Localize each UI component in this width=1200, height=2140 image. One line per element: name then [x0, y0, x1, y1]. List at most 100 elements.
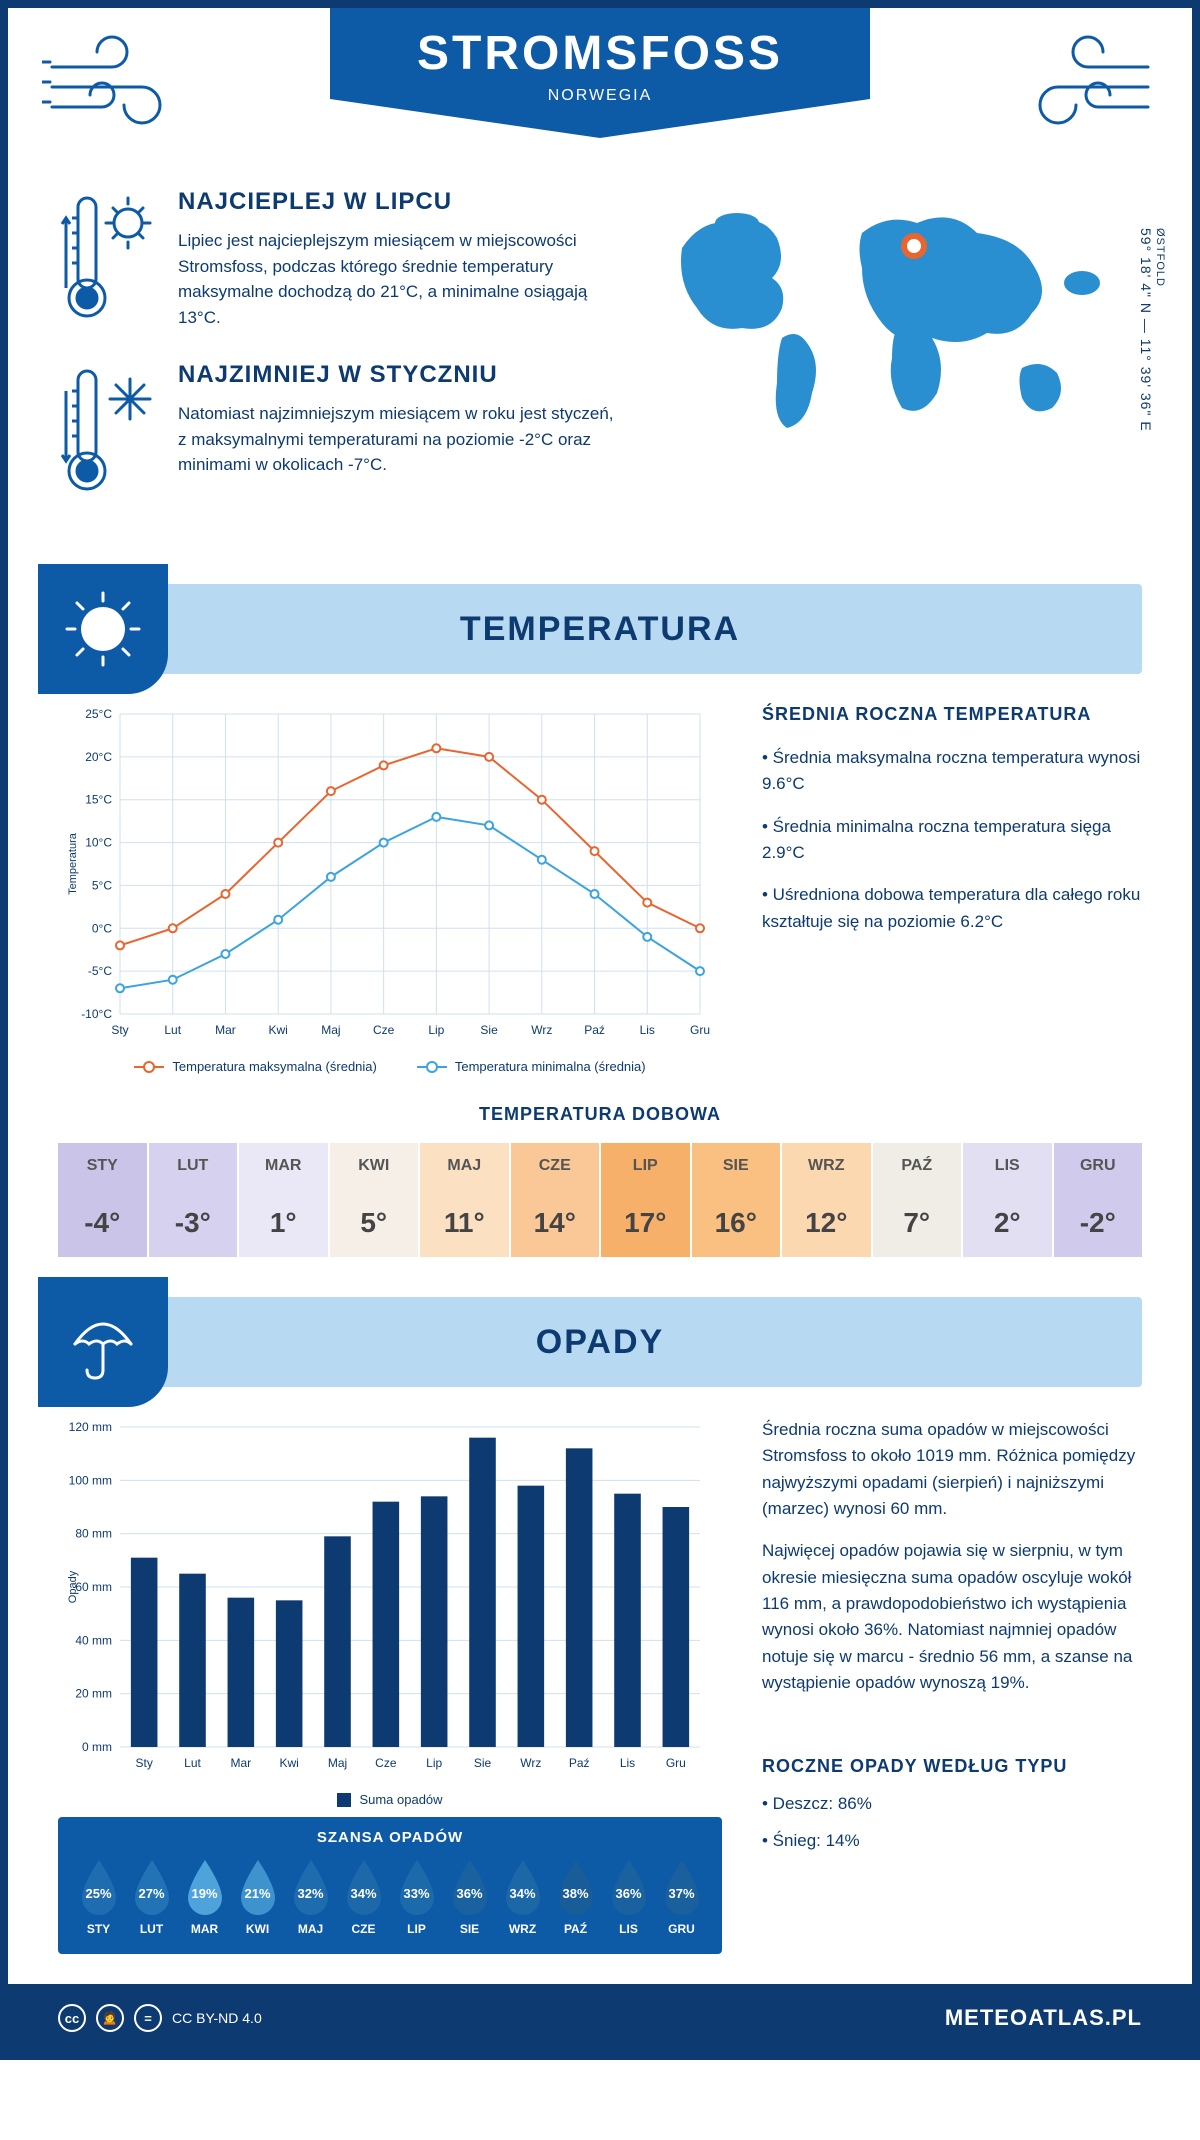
svg-text:Paź: Paź: [569, 1756, 590, 1770]
precip-legend: Suma opadów: [58, 1792, 722, 1807]
svg-text:10°C: 10°C: [85, 836, 112, 850]
svg-text:40 mm: 40 mm: [75, 1633, 112, 1647]
map-column: ØSTFOLD 59° 18' 4" N — 11° 39' 36" E: [662, 188, 1142, 534]
svg-text:20°C: 20°C: [85, 750, 112, 764]
temp-info-p2: • Średnia minimalna roczna temperatura s…: [762, 814, 1142, 867]
bar-chart: 0 mm20 mm40 mm60 mm80 mm100 mm120 mmStyL…: [58, 1417, 722, 1777]
legend-max: .legend-item:nth-child(1) .legend-sw::af…: [134, 1059, 376, 1074]
rain-drop-item: 38%PAŹ: [549, 1856, 602, 1936]
svg-text:0°C: 0°C: [92, 921, 112, 935]
header: STROMSFOSS NORWEGIA: [8, 8, 1192, 188]
svg-text:60 mm: 60 mm: [75, 1580, 112, 1594]
precip-info: Średnia roczna suma opadów w miejscowośc…: [762, 1417, 1142, 1954]
svg-text:Lis: Lis: [640, 1023, 655, 1037]
svg-text:Lip: Lip: [426, 1756, 442, 1770]
coordinates: ØSTFOLD 59° 18' 4" N — 11° 39' 36" E: [1138, 228, 1166, 432]
svg-text:25°C: 25°C: [85, 707, 112, 721]
temp-cell: LUT-3°: [149, 1143, 240, 1257]
coldest-desc: Natomiast najzimniejszym miesiącem w rok…: [178, 401, 622, 478]
intro-section: NAJCIEPLEJ W LIPCU Lipiec jest najcieple…: [8, 188, 1192, 564]
precip-types-title: ROCZNE OPADY WEDŁUG TYPU: [762, 1756, 1142, 1777]
temp-content: -10°C -5°C 0°C 5°C 10°C 15°C 20°C 25°C Sty Lut Mar…: [8, 704, 1192, 1074]
svg-text:Mar: Mar: [230, 1756, 251, 1770]
temp-section-banner: TEMPERATURA: [58, 584, 1142, 674]
warmest-desc: Lipiec jest najcieplejszym miesiącem w m…: [178, 228, 622, 330]
svg-text:Cze: Cze: [373, 1023, 395, 1037]
temp-legend: .legend-item:nth-child(1) .legend-sw::af…: [58, 1059, 722, 1074]
umbrella-icon: [38, 1277, 168, 1407]
rain-drops-row: 25%STY27%LUT19%MAR21%KWI32%MAJ34%CZE33%L…: [72, 1856, 708, 1936]
svg-text:80 mm: 80 mm: [75, 1527, 112, 1541]
precip-types-p1: • Deszcz: 86%: [762, 1791, 1142, 1817]
svg-text:Wrz: Wrz: [531, 1023, 552, 1037]
thermometer-sun-icon: [58, 188, 158, 333]
temp-cell: LIP17°: [601, 1143, 692, 1257]
temp-info-title: ŚREDNIA ROCZNA TEMPERATURA: [762, 704, 1142, 725]
latlon: 59° 18' 4" N — 11° 39' 36" E: [1138, 228, 1154, 432]
svg-text:Lis: Lis: [620, 1756, 635, 1770]
intro-text-column: NAJCIEPLEJ W LIPCU Lipiec jest najcieple…: [58, 188, 622, 534]
coldest-text: NAJZIMNIEJ W STYCZNIU Natomiast najzimni…: [178, 361, 622, 506]
warmest-text: NAJCIEPLEJ W LIPCU Lipiec jest najcieple…: [178, 188, 622, 333]
temp-cell: MAR1°: [239, 1143, 330, 1257]
svg-text:5°C: 5°C: [92, 878, 112, 892]
infographic-page: STROMSFOSS NORWEGIA: [0, 0, 1200, 2060]
footer: cc 🙍 = CC BY-ND 4.0 METEOATLAS.PL: [8, 1984, 1192, 2052]
rain-chance-panel: SZANSA OPADÓW 25%STY27%LUT19%MAR21%KWI32…: [58, 1817, 722, 1954]
daily-temp-title: TEMPERATURA DOBOWA: [58, 1104, 1142, 1125]
svg-text:15°C: 15°C: [85, 793, 112, 807]
svg-text:Lut: Lut: [164, 1023, 181, 1037]
temp-cell: LIS2°: [963, 1143, 1054, 1257]
svg-text:Maj: Maj: [321, 1023, 340, 1037]
thermometer-snow-icon: [58, 361, 158, 506]
temp-chart-container: -10°C -5°C 0°C 5°C 10°C 15°C 20°C 25°C Sty Lut Mar…: [58, 704, 722, 1074]
site-name: METEOATLAS.PL: [945, 2005, 1142, 2031]
daily-temp-section: TEMPERATURA DOBOWA STY-4°LUT-3°MAR1°KWI5…: [8, 1104, 1192, 1257]
precip-section-banner: OPADY: [58, 1297, 1142, 1387]
svg-text:-5°C: -5°C: [88, 964, 112, 978]
precip-legend-label: Suma opadów: [359, 1792, 442, 1807]
location-title: STROMSFOSS: [330, 26, 870, 81]
wind-icon: [1008, 32, 1158, 142]
legend-max-label: Temperatura maksymalna (średnia): [172, 1059, 376, 1074]
svg-text:Gru: Gru: [690, 1023, 710, 1037]
temp-info: ŚREDNIA ROCZNA TEMPERATURA • Średnia mak…: [762, 704, 1142, 1074]
precip-legend-item: Suma opadów: [337, 1792, 442, 1807]
world-map: [662, 188, 1142, 448]
warmest-title: NAJCIEPLEJ W LIPCU: [178, 188, 622, 216]
precip-chart-container: 0 mm20 mm40 mm60 mm80 mm100 mm120 mmStyL…: [58, 1417, 722, 1954]
temp-cell: KWI5°: [330, 1143, 421, 1257]
svg-text:Sty: Sty: [111, 1023, 128, 1037]
rain-drop-item: 27%LUT: [125, 1856, 178, 1936]
by-icon: 🙍: [96, 2004, 124, 2032]
temp-cell: CZE14°: [511, 1143, 602, 1257]
legend-min-label: Temperatura minimalna (średnia): [455, 1059, 646, 1074]
warmest-block: NAJCIEPLEJ W LIPCU Lipiec jest najcieple…: [58, 188, 622, 333]
temp-info-p3: • Uśredniona dobowa temperatura dla całe…: [762, 882, 1142, 935]
rain-drop-item: 32%MAJ: [284, 1856, 337, 1936]
precip-info-p2: Najwięcej opadów pojawia się w sierpniu,…: [762, 1538, 1142, 1696]
svg-text:100 mm: 100 mm: [69, 1473, 112, 1487]
svg-text:Paź: Paź: [584, 1023, 605, 1037]
daily-temp-grid: STY-4°LUT-3°MAR1°KWI5°MAJ11°CZE14°LIP17°…: [58, 1143, 1142, 1257]
license-text: CC BY-ND 4.0: [172, 2010, 262, 2026]
svg-text:0 mm: 0 mm: [82, 1740, 112, 1754]
svg-text:Wrz: Wrz: [520, 1756, 541, 1770]
rain-chance-title: SZANSA OPADÓW: [72, 1829, 708, 1846]
country-subtitle: NORWEGIA: [330, 87, 870, 105]
svg-text:-10°C: -10°C: [81, 1007, 112, 1021]
temp-cell: PAŹ7°: [873, 1143, 964, 1257]
temp-cell: GRU-2°: [1054, 1143, 1143, 1257]
svg-text:Gru: Gru: [666, 1756, 686, 1770]
temp-cell: STY-4°: [58, 1143, 149, 1257]
svg-text:Opady: Opady: [67, 1570, 79, 1603]
svg-text:Mar: Mar: [215, 1023, 236, 1037]
coldest-block: NAJZIMNIEJ W STYCZNIU Natomiast najzimni…: [58, 361, 622, 506]
svg-text:Lut: Lut: [184, 1756, 201, 1770]
region-label: ØSTFOLD: [1154, 228, 1166, 426]
svg-text:Sie: Sie: [480, 1023, 498, 1037]
legend-min: .legend-item:nth-child(2) .legend-sw::af…: [417, 1059, 646, 1074]
svg-text:20 mm: 20 mm: [75, 1687, 112, 1701]
svg-text:Lip: Lip: [428, 1023, 444, 1037]
temp-heading: TEMPERATURA: [460, 610, 740, 649]
